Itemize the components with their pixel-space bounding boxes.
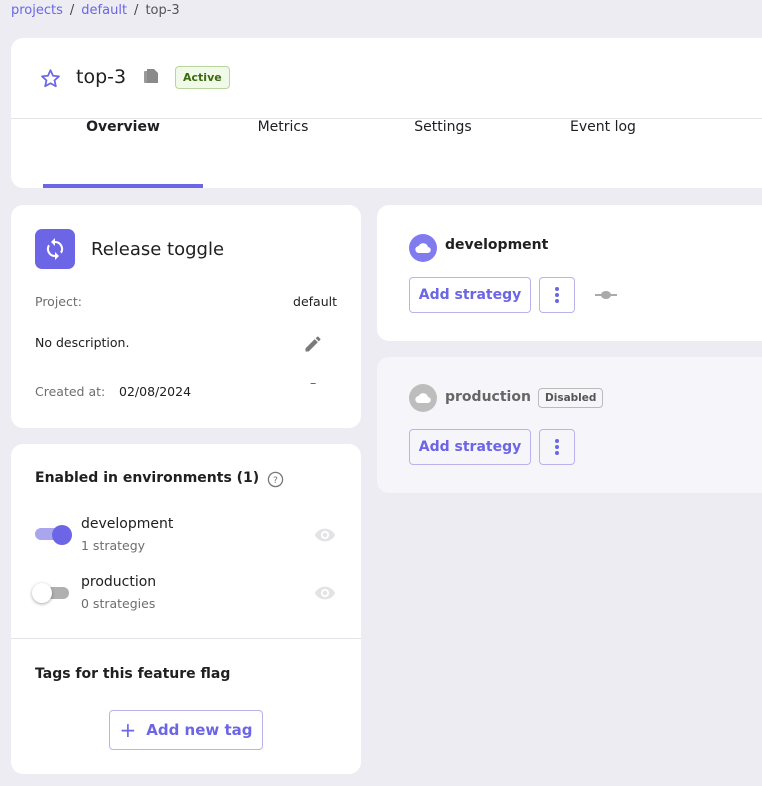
project-label: Project: (35, 294, 82, 309)
disabled-badge: Disabled (538, 388, 604, 408)
svg-text:?: ? (273, 475, 278, 486)
project-value: default (293, 294, 337, 309)
tab-event-log[interactable]: Event log (570, 119, 636, 135)
eye-icon[interactable] (314, 585, 336, 601)
toggle-knob (32, 583, 52, 603)
tags-title: Tags for this feature flag (35, 666, 231, 682)
copy-icon[interactable] (144, 69, 158, 85)
tab-overview[interactable]: Overview (86, 119, 160, 135)
help-icon[interactable]: ? (267, 471, 284, 488)
env-strategies-production: 0 strategies (81, 596, 156, 611)
env-card-name: development (445, 237, 549, 253)
breadcrumb-default[interactable]: default (81, 3, 128, 18)
strategy-connector-icon (595, 291, 617, 299)
environments-card: Enabled in environments (1) ? developmen… (11, 444, 361, 774)
breadcrumb-projects[interactable]: projects (11, 3, 63, 18)
star-outline-icon[interactable] (40, 68, 61, 89)
details-card: Release toggle Project: default No descr… (11, 205, 361, 428)
env-card-production: production Disabled Add strategy (377, 357, 762, 493)
more-options-button[interactable] (539, 429, 575, 465)
breadcrumb: projects / default / top-3 (11, 3, 180, 18)
tab-metrics[interactable]: Metrics (257, 119, 309, 135)
toggle-knob (52, 525, 72, 545)
env-name-production: production (81, 574, 157, 590)
status-badge: Active (175, 66, 230, 89)
add-tag-label: Add new tag (146, 721, 253, 739)
description: No description. (35, 335, 130, 350)
breadcrumb-current: top-3 (145, 3, 180, 18)
created-label: Created at: (35, 384, 106, 399)
more-vertical-icon (555, 439, 559, 455)
dash: – (310, 375, 317, 390)
env-card-development: development Add strategy (377, 205, 762, 341)
active-tab-indicator (43, 184, 203, 188)
feature-title: top-3 (76, 66, 127, 88)
more-vertical-icon (555, 287, 559, 303)
plus-icon: + (119, 718, 137, 742)
more-options-button[interactable] (539, 277, 575, 313)
cloud-icon (409, 384, 437, 412)
feature-type: Release toggle (91, 239, 225, 260)
edit-icon[interactable] (303, 334, 323, 354)
divider (11, 638, 361, 639)
eye-icon[interactable] (314, 527, 336, 543)
add-strategy-button[interactable]: Add strategy (409, 429, 531, 465)
add-new-tag-button[interactable]: + Add new tag (109, 710, 263, 750)
env-name-development: development (81, 516, 174, 532)
env-card-name: production (445, 389, 531, 405)
header-card: top-3 Active Overview Metrics Settings E… (11, 38, 762, 188)
cloud-icon (409, 234, 437, 262)
created-value: 02/08/2024 (119, 384, 192, 399)
divider (11, 118, 762, 119)
env-strategies-development: 1 strategy (81, 538, 146, 553)
tab-settings[interactable]: Settings (414, 119, 472, 135)
environments-title: Enabled in environments (1) (35, 470, 260, 486)
add-strategy-button[interactable]: Add strategy (409, 277, 531, 313)
release-toggle-icon (35, 229, 75, 269)
